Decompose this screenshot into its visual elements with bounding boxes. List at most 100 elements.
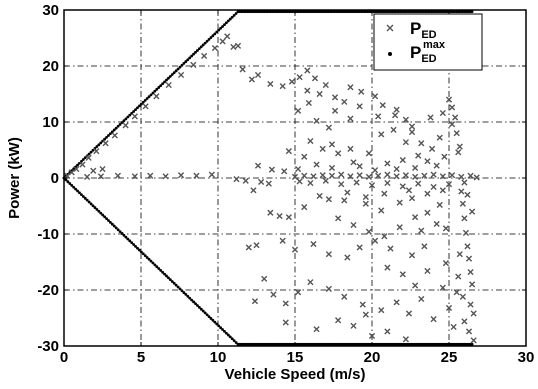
power-point <box>291 173 299 180</box>
power-point <box>307 279 314 286</box>
power-point <box>418 140 425 147</box>
max-power-point <box>223 23 226 27</box>
max-power-point <box>153 263 157 267</box>
power-point <box>384 160 391 167</box>
power-point <box>424 267 431 275</box>
power-point <box>448 104 456 111</box>
max-power-point <box>97 209 101 213</box>
power-point <box>412 282 419 289</box>
power-point <box>328 164 336 172</box>
max-power-point <box>110 222 114 226</box>
max-power-point <box>80 193 83 197</box>
power-point <box>208 171 215 178</box>
power-point <box>335 317 342 324</box>
max-power-point <box>116 228 120 232</box>
max-power-point <box>122 233 126 237</box>
power-point <box>281 168 288 175</box>
power-point <box>250 187 257 194</box>
power-point <box>162 173 169 180</box>
power-point <box>296 74 303 81</box>
power-point <box>325 196 332 203</box>
power-point <box>424 209 431 216</box>
max-power-point <box>217 28 221 32</box>
power-point <box>190 61 197 68</box>
max-power-point <box>139 250 143 254</box>
max-power-point <box>161 82 165 86</box>
power-point <box>294 289 302 296</box>
max-power-point <box>217 324 221 328</box>
max-power-point <box>190 54 194 58</box>
power-point <box>251 298 259 305</box>
max-power-point <box>232 13 236 17</box>
power-point <box>267 80 274 88</box>
max-power-point <box>182 62 186 65</box>
max-power-point <box>213 320 217 324</box>
power-point <box>365 173 373 180</box>
power-point <box>453 130 460 137</box>
x-axis-label: Vehicle Speed (m/s) <box>225 366 366 383</box>
max-power-point <box>153 89 157 93</box>
power-point <box>350 322 357 329</box>
power-point <box>458 188 465 195</box>
max-power-point <box>196 49 199 52</box>
max-power-point <box>234 341 238 344</box>
power-point <box>313 161 320 168</box>
power-point <box>456 143 463 150</box>
power-point <box>248 76 255 83</box>
axis-ticks: 0 5 10 15 20 25 30 -30 -20 -10 0 10 20 30 <box>37 2 534 366</box>
max-power-point <box>197 305 201 309</box>
power-point <box>365 228 373 235</box>
power-point <box>79 161 86 168</box>
max-power-point <box>234 12 238 15</box>
power-point <box>402 139 409 146</box>
power-point <box>147 172 154 179</box>
max-power-point <box>124 117 128 121</box>
series-power <box>63 33 480 344</box>
power-point <box>384 328 391 335</box>
max-power-point <box>128 113 132 117</box>
max-power-point <box>180 289 184 293</box>
power-point <box>465 255 473 262</box>
power-point <box>201 52 208 60</box>
max-power-point <box>225 331 228 335</box>
max-power-point <box>211 34 215 38</box>
power-point <box>245 244 252 251</box>
max-power-point <box>165 78 168 82</box>
power-point <box>393 173 400 180</box>
max-power-point <box>165 274 168 278</box>
max-power-point <box>184 60 188 63</box>
legend-superscript: max <box>423 39 446 51</box>
power-point <box>461 318 468 325</box>
power-point <box>384 264 391 271</box>
x-tick-label: 15 <box>287 349 304 366</box>
power-point <box>412 214 419 221</box>
max-power-point <box>161 270 165 274</box>
power-point <box>442 225 450 232</box>
max-power-point <box>188 296 192 300</box>
max-power-point <box>143 254 147 258</box>
power-point <box>230 43 237 51</box>
power-point <box>399 271 406 278</box>
power-point <box>234 42 242 49</box>
power-point <box>442 260 450 267</box>
max-power-point <box>151 261 155 265</box>
power-point <box>84 173 91 180</box>
power-point <box>211 44 219 52</box>
power-point <box>282 319 289 326</box>
power-point <box>439 173 446 180</box>
max-power-point <box>93 206 97 209</box>
max-power-point <box>199 307 203 311</box>
power-point <box>111 132 118 139</box>
power-point <box>265 180 272 187</box>
power-point <box>430 171 437 178</box>
max-power-point <box>109 132 112 136</box>
max-power-point <box>124 235 128 239</box>
power-point <box>393 299 400 306</box>
max-power-point <box>145 256 149 259</box>
max-power-point <box>72 185 76 189</box>
power-point <box>453 289 460 296</box>
power-point <box>415 152 422 159</box>
max-power-point <box>110 130 114 134</box>
power-point <box>396 199 403 206</box>
